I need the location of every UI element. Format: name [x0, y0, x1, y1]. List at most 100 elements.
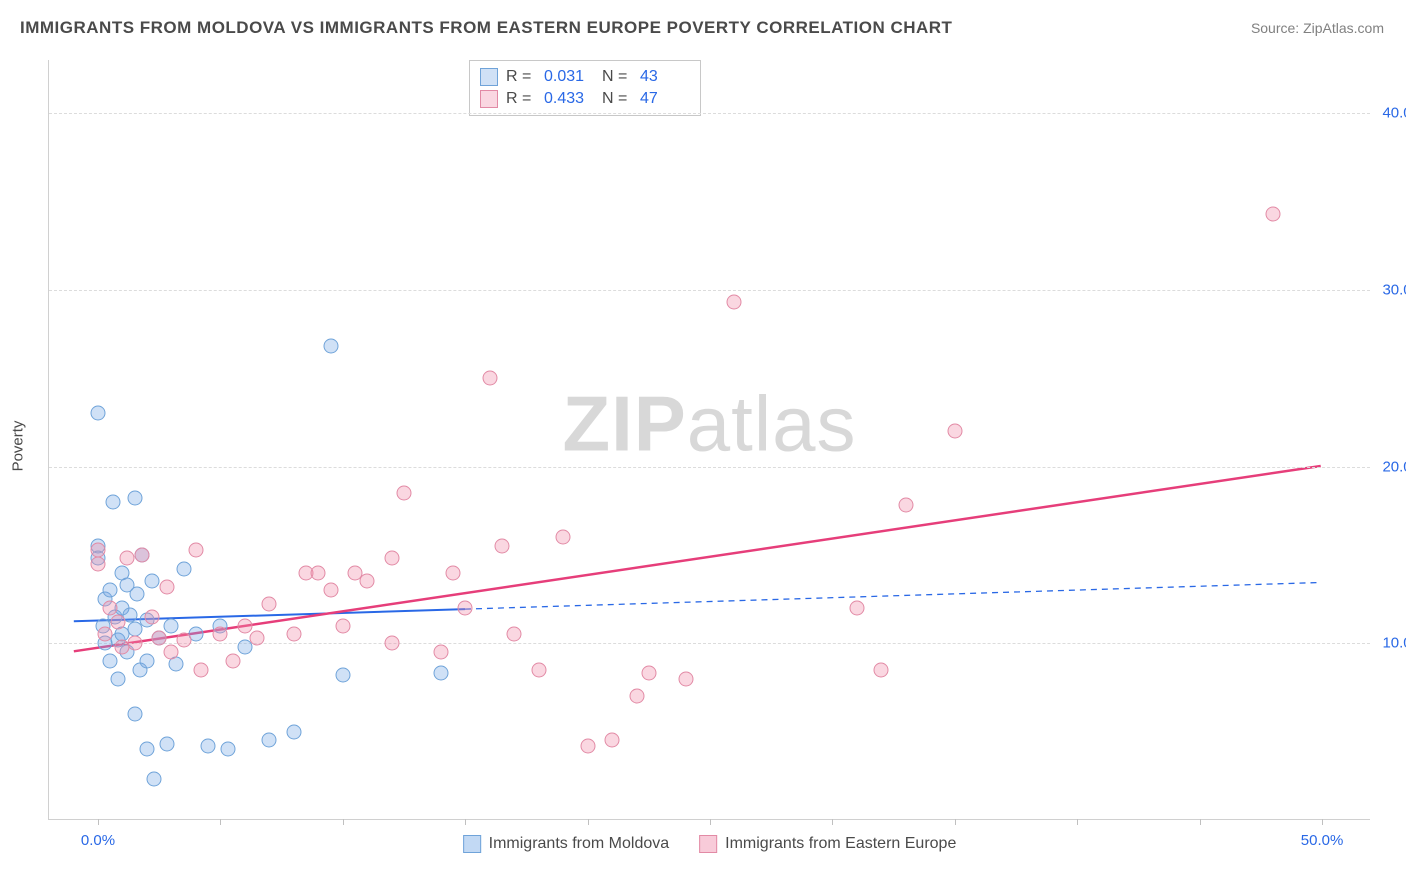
data-point: [103, 600, 118, 615]
source-attribution: Source: ZipAtlas.com: [1251, 20, 1384, 36]
y-tick-label: 40.0%: [1382, 105, 1406, 122]
data-point: [384, 636, 399, 651]
data-point: [335, 618, 350, 633]
data-point: [201, 738, 216, 753]
data-point: [90, 542, 105, 557]
x-tick: [343, 819, 344, 825]
data-point: [605, 733, 620, 748]
x-tick-label: 0.0%: [81, 832, 115, 849]
x-tick: [98, 819, 99, 825]
data-point: [135, 547, 150, 562]
r-label: R =: [506, 90, 536, 108]
data-point: [120, 551, 135, 566]
x-tick: [832, 819, 833, 825]
data-point: [127, 491, 142, 506]
x-tick-label: 50.0%: [1301, 832, 1344, 849]
n-label: N =: [602, 68, 632, 86]
scatter-plot-area: ZIPatlas R =0.031N =43R =0.433N =47 Immi…: [48, 60, 1370, 820]
data-point: [507, 627, 522, 642]
y-tick-label: 30.0%: [1382, 281, 1406, 298]
data-point: [147, 772, 162, 787]
data-point: [176, 562, 191, 577]
legend-label: Immigrants from Eastern Europe: [725, 835, 956, 853]
x-tick: [1200, 819, 1201, 825]
legend-swatch: [463, 835, 481, 853]
y-axis-label: Poverty: [10, 421, 27, 472]
data-point: [159, 737, 174, 752]
n-label: N =: [602, 90, 632, 108]
data-point: [556, 530, 571, 545]
legend-label: Immigrants from Moldova: [489, 835, 670, 853]
r-label: R =: [506, 68, 536, 86]
data-point: [1266, 206, 1281, 221]
gridline: [49, 467, 1370, 468]
data-point: [360, 574, 375, 589]
data-point: [110, 671, 125, 686]
data-point: [335, 668, 350, 683]
data-point: [898, 498, 913, 513]
data-point: [225, 653, 240, 668]
data-point: [458, 600, 473, 615]
r-value: 0.031: [544, 68, 594, 86]
data-point: [250, 630, 265, 645]
data-point: [323, 583, 338, 598]
data-point: [164, 618, 179, 633]
data-point: [144, 574, 159, 589]
data-point: [678, 671, 693, 686]
data-point: [433, 666, 448, 681]
x-tick: [465, 819, 466, 825]
data-point: [311, 565, 326, 580]
data-point: [127, 636, 142, 651]
data-point: [286, 724, 301, 739]
data-point: [727, 295, 742, 310]
data-point: [237, 618, 252, 633]
x-tick: [710, 819, 711, 825]
data-point: [90, 556, 105, 571]
x-tick: [588, 819, 589, 825]
legend-item: Immigrants from Eastern Europe: [699, 835, 956, 853]
data-point: [445, 565, 460, 580]
data-point: [98, 627, 113, 642]
data-point: [127, 706, 142, 721]
data-point: [90, 406, 105, 421]
legend-row: R =0.031N =43: [480, 66, 690, 88]
legend-swatch: [480, 90, 498, 108]
data-point: [262, 597, 277, 612]
trend-lines-layer: [49, 60, 1370, 819]
data-point: [159, 579, 174, 594]
legend-item: Immigrants from Moldova: [463, 835, 670, 853]
x-tick: [220, 819, 221, 825]
data-point: [103, 653, 118, 668]
data-point: [494, 539, 509, 554]
r-value: 0.433: [544, 90, 594, 108]
y-tick-label: 10.0%: [1382, 635, 1406, 652]
data-point: [262, 733, 277, 748]
legend-row: R = 0.433 N = 47: [480, 88, 690, 110]
x-tick: [1322, 819, 1323, 825]
data-point: [396, 486, 411, 501]
data-point: [531, 662, 546, 677]
n-value: 47: [640, 90, 690, 108]
legend-swatch: [699, 835, 717, 853]
gridline: [49, 290, 1370, 291]
data-point: [193, 662, 208, 677]
data-point: [947, 424, 962, 439]
legend-swatch: [480, 68, 498, 86]
data-point: [139, 653, 154, 668]
data-point: [144, 609, 159, 624]
data-point: [641, 666, 656, 681]
data-point: [110, 615, 125, 630]
data-point: [164, 645, 179, 660]
data-point: [188, 542, 203, 557]
x-tick: [955, 819, 956, 825]
correlation-legend: R =0.031N =43R =0.433N =47: [469, 60, 701, 116]
data-point: [220, 742, 235, 757]
gridline: [49, 113, 1370, 114]
data-point: [482, 371, 497, 386]
data-point: [849, 600, 864, 615]
data-point: [874, 662, 889, 677]
y-tick-label: 20.0%: [1382, 458, 1406, 475]
data-point: [105, 494, 120, 509]
data-point: [286, 627, 301, 642]
data-point: [152, 630, 167, 645]
